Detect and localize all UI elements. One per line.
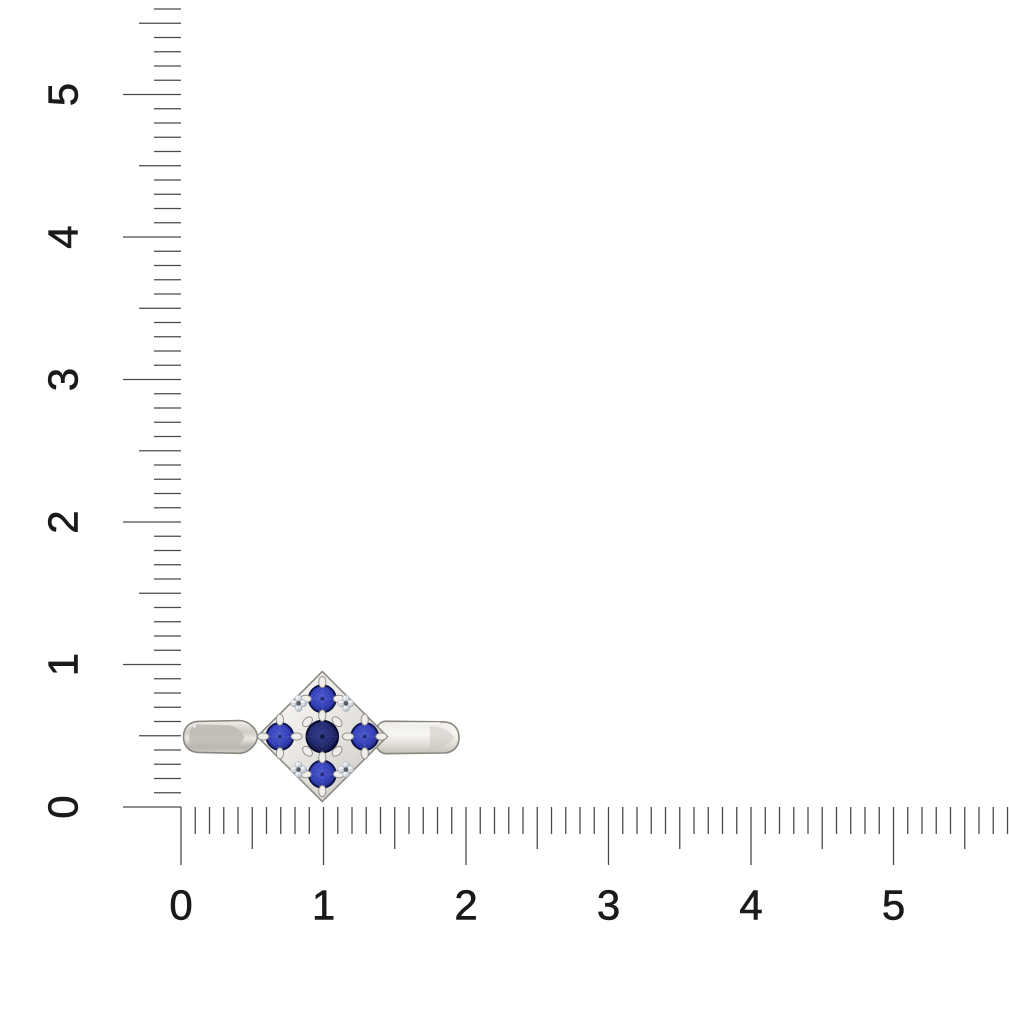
svg-text:2: 2 — [454, 882, 477, 929]
svg-text:3: 3 — [40, 368, 87, 391]
svg-text:1: 1 — [40, 653, 87, 676]
svg-text:4: 4 — [40, 225, 87, 248]
svg-text:4: 4 — [739, 882, 762, 929]
svg-text:1: 1 — [312, 882, 335, 929]
svg-text:0: 0 — [169, 882, 192, 929]
svg-text:5: 5 — [40, 83, 87, 106]
svg-text:3: 3 — [597, 882, 620, 929]
svg-text:0: 0 — [40, 795, 87, 818]
svg-text:5: 5 — [882, 882, 905, 929]
svg-text:2: 2 — [40, 510, 87, 533]
